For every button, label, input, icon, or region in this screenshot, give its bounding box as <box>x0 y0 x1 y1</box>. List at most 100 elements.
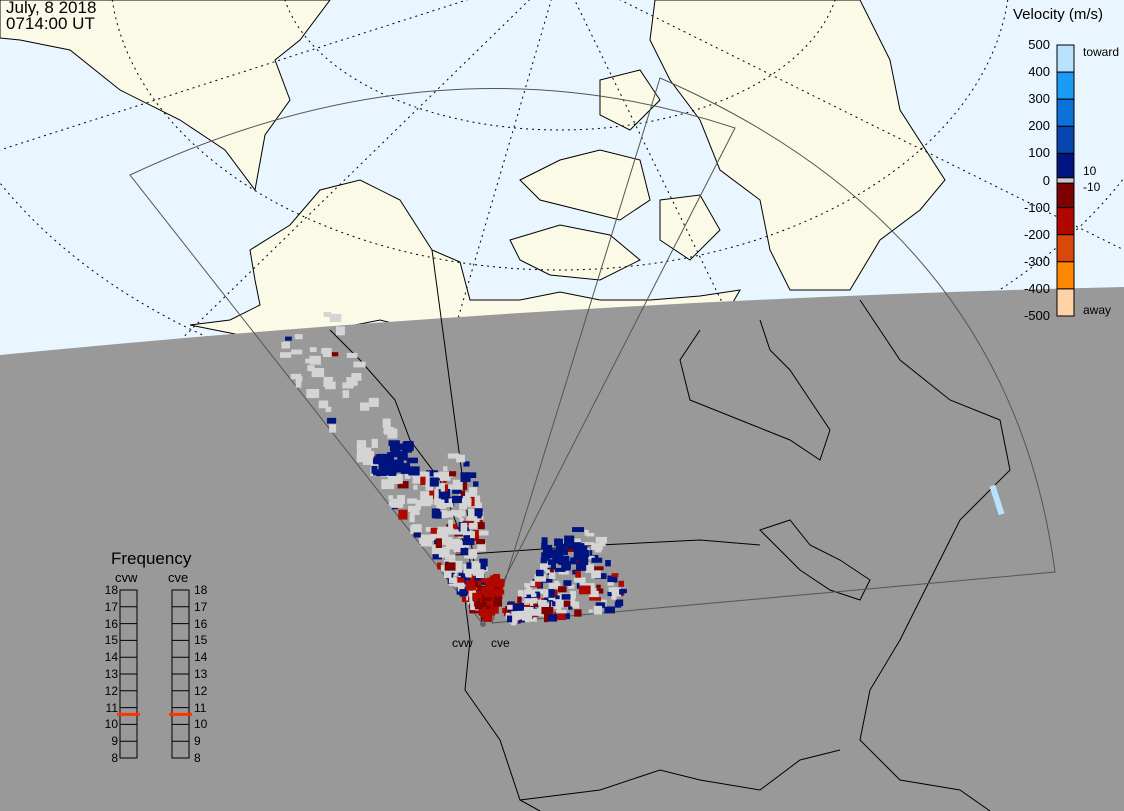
frequency-radar-cve: cve <box>168 570 189 585</box>
colorbar-tick-label: -100 <box>1023 199 1050 215</box>
scatter-cell <box>407 498 417 504</box>
scatter-cell <box>382 418 391 429</box>
scatter-cell <box>453 540 462 549</box>
scatter-cell <box>432 554 442 560</box>
scatter-cell <box>382 464 394 470</box>
scatter-cell <box>572 542 581 551</box>
scatter-cell <box>430 527 441 534</box>
scatter-cell <box>478 607 487 616</box>
scatter-cell <box>459 492 471 502</box>
scatter-cell <box>526 584 532 590</box>
scatter-cell <box>456 454 465 463</box>
scatter-cell <box>475 589 485 599</box>
scatter-cell <box>561 562 571 571</box>
scatter-cell <box>502 607 511 614</box>
scatter-cell <box>563 540 574 549</box>
scatter-cell <box>555 595 560 600</box>
scatter-cell <box>614 601 622 608</box>
scatter-cell <box>325 406 332 413</box>
scatter-cell <box>604 606 615 614</box>
scatter-cell <box>560 556 570 564</box>
frequency-tick-label: 16 <box>194 616 208 631</box>
frequency-tick-label: 9 <box>194 734 201 749</box>
scatter-cell <box>530 580 536 587</box>
frequency-tick-label: 9 <box>111 734 118 749</box>
scatter-cell <box>440 483 445 492</box>
scatter-cell <box>553 559 562 564</box>
arctic-island <box>659 194 721 261</box>
scatter-cell <box>452 489 462 494</box>
scatter-cell <box>524 598 536 604</box>
scatter-cell <box>470 531 475 539</box>
scatter-cell <box>575 569 581 578</box>
scatter-cell <box>541 556 550 561</box>
scatter-cell <box>442 546 450 555</box>
scatter-cell <box>453 529 465 535</box>
scatter-cell <box>589 590 599 600</box>
velocity-colorbar <box>1056 44 1075 317</box>
scatter-cell <box>413 484 418 490</box>
greenland-land <box>649 0 946 291</box>
scatter-cell <box>439 471 451 481</box>
scatter-cell <box>363 447 372 455</box>
scatter-cell <box>477 542 486 552</box>
scatter-cell <box>387 475 400 485</box>
scatter-cell <box>305 358 314 364</box>
scatter-cell <box>388 495 394 500</box>
frequency-tick-label: 10 <box>194 717 208 732</box>
scatter-cell <box>397 451 408 461</box>
scatter-cell <box>550 561 556 570</box>
frequency-tick-label: 13 <box>104 667 118 681</box>
scatter-cell <box>409 512 415 523</box>
scatter-cell <box>473 562 481 573</box>
scatter-cell <box>360 402 370 411</box>
scatter-cell <box>448 577 457 584</box>
scatter-cell <box>408 505 414 512</box>
scatter-cell <box>323 312 332 317</box>
scatter-cell <box>456 580 467 587</box>
scatter-cell <box>605 560 611 567</box>
scatter-cell <box>295 380 302 388</box>
scatter-cell <box>362 458 374 465</box>
scatter-cell <box>550 552 562 559</box>
scatter-cell <box>506 615 513 623</box>
scatter-cell <box>526 594 532 599</box>
scatter-cell <box>462 481 468 491</box>
scatter-cell <box>591 557 603 563</box>
scatter-cell <box>451 574 456 580</box>
colorbar-tick-label: -300 <box>1023 253 1050 269</box>
scatter-cell <box>468 590 474 597</box>
scatter-cell <box>540 563 549 571</box>
scatter-cell <box>475 597 481 603</box>
scatter-cell <box>542 578 553 583</box>
scatter-cell <box>484 580 492 590</box>
scatter-cell <box>530 581 542 588</box>
scatter-cell <box>467 508 475 517</box>
scatter-cell <box>342 390 350 398</box>
colorbar-tick-label: -200 <box>1023 226 1050 242</box>
scatter-cell <box>462 539 475 546</box>
scatter-cell <box>523 606 534 615</box>
scatter-cell <box>524 589 536 598</box>
scatter-cell <box>437 509 448 519</box>
velocity-scatter <box>280 312 627 626</box>
scatter-cell <box>545 614 558 622</box>
scatter-cell <box>470 496 475 507</box>
hudson-bay-coastline <box>679 319 831 461</box>
scatter-cell <box>444 498 454 508</box>
colorbar-segment <box>1056 234 1075 263</box>
colorbar-tick-label: -500 <box>1023 308 1050 323</box>
scatter-cell <box>573 555 583 561</box>
time-label: 0714:00 UT <box>6 14 95 33</box>
scatter-cell <box>443 466 448 472</box>
colorbar-segment <box>1056 125 1075 154</box>
scatter-cell <box>572 569 577 575</box>
scatter-cell <box>443 484 449 492</box>
scatter-cell <box>458 570 464 576</box>
frequency-radar-cvw: cvw <box>115 570 138 585</box>
scatter-cell <box>529 593 537 597</box>
colorbar-segment <box>1056 71 1075 100</box>
scatter-cell <box>521 603 532 611</box>
scatter-cell <box>460 490 466 497</box>
scatter-cell <box>460 573 466 579</box>
